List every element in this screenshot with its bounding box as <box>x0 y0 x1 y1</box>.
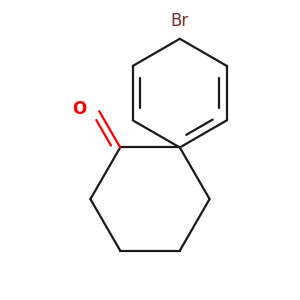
Text: O: O <box>72 100 86 118</box>
Text: Br: Br <box>171 12 189 30</box>
